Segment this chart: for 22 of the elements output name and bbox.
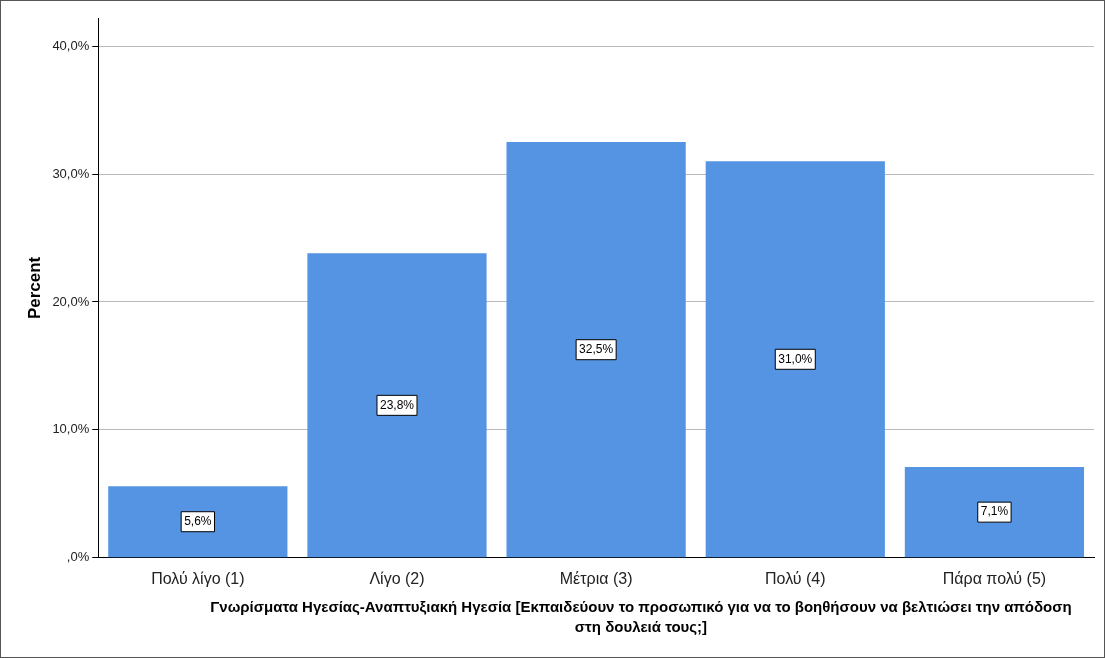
bar <box>108 486 288 558</box>
x-tick-label: Λίγο (2) <box>369 569 425 587</box>
x-axis-title: Γνωρίσματα Ηγεσίας-Αναπτυξιακή Ηγεσία [Εκπαιδεύουν το προσωπικό για να το βοηθήσουν να βελτιώσει την απόδοση στη δουλειά τους;] <box>209 597 1073 637</box>
x-tick-label: Μέτρια (3) <box>559 569 633 587</box>
y-tick-label: 30,0% <box>52 165 90 181</box>
x-tick-label: Πολύ λίγο (1) <box>151 569 245 587</box>
y-tick-label: ,0% <box>66 549 90 565</box>
bar <box>705 161 885 558</box>
bar <box>307 253 487 558</box>
data-label: 32,5% <box>579 342 614 356</box>
bar <box>904 466 1085 558</box>
x-tick-label: Πολύ (4) <box>765 569 826 587</box>
y-tick-label: 40,0% <box>52 37 90 53</box>
data-label: 31,0% <box>778 351 813 366</box>
data-label: 7,1% <box>980 504 1009 519</box>
y-axis-title: Percent <box>24 256 44 320</box>
data-label: 5,6% <box>184 514 212 529</box>
x-tick-label: Πάρα πολύ (5) <box>942 569 1047 587</box>
y-tick-label: 20,0% <box>52 293 90 309</box>
data-label: 23,8% <box>379 397 415 412</box>
y-tick-label: 10,0% <box>52 421 90 437</box>
bar <box>506 142 686 558</box>
